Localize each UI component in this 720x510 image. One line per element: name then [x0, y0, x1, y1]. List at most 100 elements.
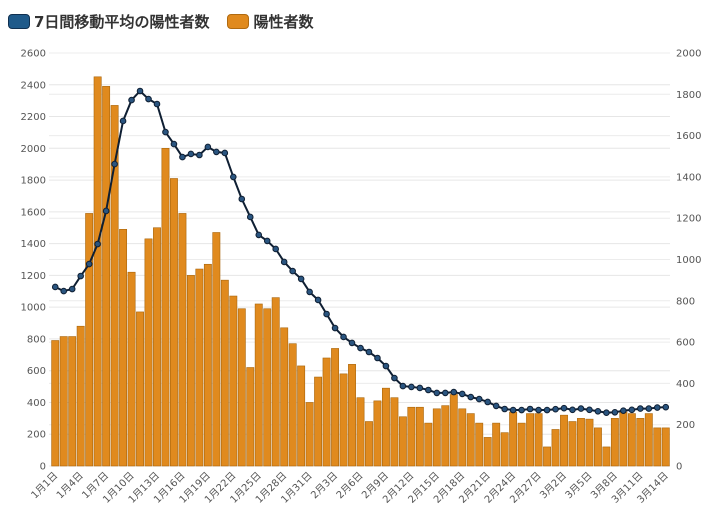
line-point[interactable]	[408, 383, 415, 391]
line-point[interactable]	[501, 405, 508, 413]
line-point[interactable]	[255, 231, 263, 239]
bar[interactable]	[339, 373, 348, 467]
line-point[interactable]	[340, 333, 347, 341]
bar[interactable]	[390, 397, 399, 467]
bar[interactable]	[68, 336, 77, 467]
line-point[interactable]	[272, 245, 280, 253]
line-point[interactable]	[204, 143, 212, 151]
line-point[interactable]	[128, 96, 135, 104]
line-point[interactable]	[136, 87, 144, 95]
bar[interactable]	[85, 213, 94, 467]
bar[interactable]	[466, 413, 475, 467]
line-point[interactable]	[425, 386, 432, 394]
line-point[interactable]	[509, 406, 517, 414]
bar[interactable]	[59, 336, 68, 467]
line-point[interactable]	[603, 409, 610, 417]
bar[interactable]	[441, 405, 450, 467]
line-point[interactable]	[441, 389, 449, 397]
bar[interactable]	[305, 402, 314, 467]
line-point[interactable]	[77, 272, 84, 280]
bar[interactable]	[119, 229, 128, 467]
bar[interactable]	[415, 406, 424, 467]
bar[interactable]	[500, 432, 509, 467]
line-point[interactable]	[433, 389, 441, 397]
bar[interactable]	[127, 271, 136, 467]
line-point[interactable]	[628, 406, 636, 414]
line-point[interactable]	[357, 344, 364, 352]
bar[interactable]	[653, 427, 662, 467]
line-point[interactable]	[85, 260, 93, 268]
bar[interactable]	[110, 105, 119, 467]
line-point[interactable]	[331, 324, 339, 332]
line-point[interactable]	[399, 382, 407, 390]
line-point[interactable]	[280, 258, 288, 266]
bar[interactable]	[136, 311, 144, 467]
line-point[interactable]	[543, 406, 551, 414]
line-point[interactable]	[306, 288, 313, 296]
line-point[interactable]	[458, 390, 466, 398]
bar[interactable]	[203, 263, 212, 467]
line-point[interactable]	[289, 267, 296, 275]
bar[interactable]	[102, 86, 111, 467]
line-point[interactable]	[475, 395, 483, 403]
line-point[interactable]	[365, 348, 373, 356]
line-point[interactable]	[213, 148, 220, 156]
line-point[interactable]	[314, 296, 322, 304]
bar[interactable]	[644, 413, 653, 467]
bar[interactable]	[492, 422, 501, 467]
bar[interactable]	[51, 340, 60, 467]
bar[interactable]	[543, 446, 551, 467]
line-point[interactable]	[450, 388, 458, 396]
bar[interactable]	[263, 308, 272, 467]
line-point[interactable]	[653, 404, 661, 411]
bar[interactable]	[509, 411, 518, 467]
line-point[interactable]	[263, 237, 271, 245]
line-point[interactable]	[391, 374, 398, 382]
line-point[interactable]	[162, 128, 169, 136]
bar[interactable]	[593, 427, 602, 467]
line-point[interactable]	[246, 213, 254, 221]
line-point[interactable]	[60, 287, 68, 295]
line-point[interactable]	[221, 149, 229, 157]
bar[interactable]	[356, 397, 365, 467]
line-point[interactable]	[374, 354, 381, 362]
bar[interactable]	[229, 295, 238, 467]
line-point[interactable]	[111, 160, 118, 168]
line-point[interactable]	[645, 405, 653, 412]
bar[interactable]	[398, 416, 407, 467]
line-point[interactable]	[196, 151, 203, 159]
bar[interactable]	[161, 148, 170, 467]
bar[interactable]	[331, 348, 340, 467]
line-point[interactable]	[297, 275, 305, 283]
bar[interactable]	[610, 418, 619, 467]
line-point[interactable]	[518, 406, 525, 414]
bar[interactable]	[93, 76, 102, 467]
bar[interactable]	[254, 303, 263, 467]
legend-item-positive-cases[interactable]: 陽性者数	[227, 11, 313, 32]
bar[interactable]	[348, 364, 356, 467]
bar[interactable]	[407, 406, 416, 467]
bar[interactable]	[212, 232, 221, 467]
bar[interactable]	[475, 422, 484, 467]
line-point[interactable]	[662, 403, 670, 411]
line-point[interactable]	[170, 140, 178, 148]
line-point[interactable]	[416, 384, 424, 392]
line-point[interactable]	[68, 285, 76, 293]
bar[interactable]	[636, 418, 645, 467]
bar[interactable]	[178, 213, 187, 467]
bar[interactable]	[271, 297, 280, 467]
bar[interactable]	[195, 268, 204, 467]
bar[interactable]	[144, 238, 153, 467]
line-point[interactable]	[560, 404, 568, 412]
line-point[interactable]	[119, 117, 127, 125]
bar[interactable]	[560, 414, 568, 467]
bar[interactable]	[297, 365, 306, 467]
bar[interactable]	[314, 376, 323, 467]
line-point[interactable]	[153, 100, 161, 108]
bar[interactable]	[246, 367, 255, 467]
line-point[interactable]	[526, 405, 534, 413]
line-point[interactable]	[238, 195, 246, 203]
bar[interactable]	[577, 418, 585, 467]
line-point[interactable]	[535, 406, 542, 414]
bar[interactable]	[517, 422, 526, 467]
